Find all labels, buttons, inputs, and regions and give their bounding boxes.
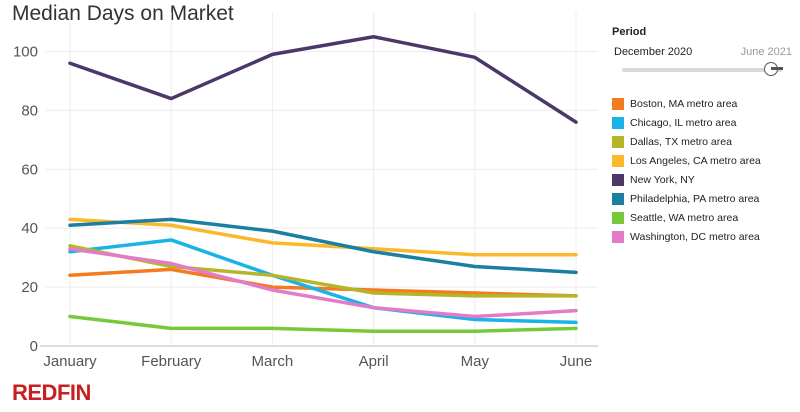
legend-item[interactable]: Los Angeles, CA metro area bbox=[612, 151, 761, 170]
y-tick-label: 0 bbox=[30, 338, 38, 355]
legend-item[interactable]: Philadelphia, PA metro area bbox=[612, 189, 761, 208]
series-line bbox=[68, 244, 578, 298]
period-slider-track[interactable] bbox=[622, 68, 782, 72]
legend-label: Los Angeles, CA metro area bbox=[630, 154, 761, 167]
legend-item[interactable]: Seattle, WA metro area bbox=[612, 208, 761, 227]
series-line bbox=[68, 217, 578, 257]
y-tick-label: 60 bbox=[21, 161, 38, 178]
y-tick-label: 80 bbox=[21, 102, 38, 119]
legend-item[interactable]: Chicago, IL metro area bbox=[612, 113, 761, 132]
legend-swatch bbox=[612, 135, 624, 148]
legend-swatch bbox=[612, 173, 624, 186]
legend-swatch bbox=[612, 154, 624, 167]
legend-label: Washington, DC metro area bbox=[630, 230, 760, 243]
y-tick-label: 40 bbox=[21, 220, 38, 237]
series-line bbox=[68, 314, 578, 334]
chart-legend: Boston, MA metro area Chicago, IL metro a… bbox=[612, 94, 761, 246]
legend-item[interactable]: New York, NY bbox=[612, 170, 761, 189]
x-tick-label: April bbox=[359, 353, 389, 370]
legend-swatch bbox=[612, 192, 624, 205]
legend-label: Seattle, WA metro area bbox=[630, 211, 739, 224]
legend-swatch bbox=[612, 211, 624, 224]
period-range: December 2020 June 2021 bbox=[612, 46, 792, 62]
series-line bbox=[68, 217, 578, 275]
legend-swatch bbox=[612, 116, 624, 129]
x-tick-label: May bbox=[461, 353, 490, 370]
period-title: Period bbox=[612, 26, 647, 38]
legend-label: New York, NY bbox=[630, 173, 695, 186]
legend-label: Philadelphia, PA metro area bbox=[630, 192, 760, 205]
legend-label: Dallas, TX metro area bbox=[630, 135, 732, 148]
period-filter: Period December 2020 June 2021 bbox=[612, 26, 792, 76]
legend-label: Boston, MA metro area bbox=[630, 97, 738, 110]
legend-item[interactable]: Dallas, TX metro area bbox=[612, 132, 761, 151]
period-slider-handle[interactable] bbox=[764, 62, 783, 76]
legend-swatch bbox=[612, 97, 624, 110]
y-tick-label: 20 bbox=[21, 279, 38, 296]
x-tick-label: February bbox=[141, 353, 202, 370]
y-tick-label: 100 bbox=[13, 43, 38, 60]
redfin-logo: REDFIN bbox=[12, 380, 91, 405]
series-line bbox=[68, 238, 578, 325]
legend-item[interactable]: Washington, DC metro area bbox=[612, 227, 761, 246]
series-line bbox=[68, 267, 578, 298]
line-chart: 0 20 40 60 80 100 January February March April May… bbox=[13, 12, 598, 370]
x-tick-label: June bbox=[560, 353, 593, 370]
series-line bbox=[68, 34, 578, 124]
series-line bbox=[68, 247, 578, 319]
x-tick-label: March bbox=[252, 353, 294, 370]
period-start-label: December 2020 bbox=[614, 46, 693, 58]
x-tick-label: January bbox=[43, 353, 97, 370]
legend-label: Chicago, IL metro area bbox=[630, 116, 737, 129]
legend-swatch bbox=[612, 230, 624, 243]
chart-title: Median Days on Market bbox=[12, 2, 234, 25]
legend-item[interactable]: Boston, MA metro area bbox=[612, 94, 761, 113]
period-end-label: June 2021 bbox=[740, 46, 792, 58]
